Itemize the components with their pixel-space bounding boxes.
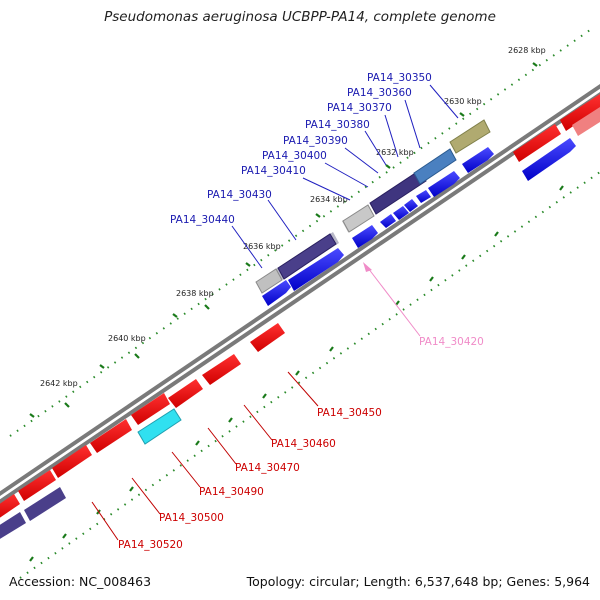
genome-summary-text: Topology: circular; Length: 6,537,648 bp… <box>246 574 590 589</box>
label-PA14_30500[interactable]: PA14_30500 <box>159 512 224 524</box>
highlight-marker <box>363 262 372 272</box>
gene-arrow-9[interactable] <box>462 147 494 173</box>
inner-scale-track <box>19 171 600 579</box>
label-PA14_30390[interactable]: PA14_30390 <box>283 135 348 147</box>
gene-red-upper-2[interactable] <box>560 94 600 131</box>
gene-red-edge[interactable] <box>0 494 20 521</box>
gene-PA14_30350-top[interactable] <box>449 119 491 154</box>
red-genes-upper-right <box>513 94 600 162</box>
gene-PA14_30520-b[interactable] <box>18 470 56 501</box>
gene-arrow-4[interactable] <box>380 214 396 228</box>
gene-red-upper-3[interactable] <box>572 107 600 136</box>
label-PA14_30360[interactable]: PA14_30360 <box>347 87 412 99</box>
tick-label-2628: 2628 kbp <box>508 46 546 55</box>
label-PA14_30380[interactable]: PA14_30380 <box>305 119 370 131</box>
gene-PA14_30440-top[interactable] <box>255 268 283 294</box>
gene-PA14_30460[interactable] <box>202 354 241 385</box>
gene-PA14_30490[interactable] <box>131 393 170 425</box>
label-PA14_30460[interactable]: PA14_30460 <box>271 438 336 450</box>
gene-PA14_30450[interactable] <box>250 323 285 352</box>
reverse-leader-lines <box>91 371 319 541</box>
label-PA14_30410[interactable]: PA14_30410 <box>241 165 306 177</box>
forward-strand-features <box>255 119 576 306</box>
genome-backbone-inner <box>0 91 600 505</box>
label-PA14_30440[interactable]: PA14_30440 <box>170 214 235 226</box>
gene-PA14_30500[interactable] <box>90 419 132 453</box>
label-PA14_30430[interactable]: PA14_30430 <box>207 189 272 201</box>
gene-arrow-8[interactable] <box>428 171 460 197</box>
tick-label-2642: 2642 kbp <box>40 379 78 388</box>
tick-label-2638: 2638 kbp <box>176 289 214 298</box>
gene-PA14_30370-top[interactable] <box>413 148 457 185</box>
gene-red-upper-1[interactable] <box>513 124 561 162</box>
label-PA14_30370[interactable]: PA14_30370 <box>327 102 392 114</box>
outer-scale-track <box>9 29 591 437</box>
highlight-leader-line <box>367 267 421 337</box>
label-PA14_30470[interactable]: PA14_30470 <box>235 462 300 474</box>
gene-arrow-6[interactable] <box>404 199 418 212</box>
genome-backbone-outer <box>0 83 600 497</box>
gene-purple-lower-2[interactable] <box>0 512 26 542</box>
tick-label-2640: 2640 kbp <box>108 334 146 343</box>
gene-arrow-2[interactable] <box>288 248 344 291</box>
label-PA14_30490[interactable]: PA14_30490 <box>199 486 264 498</box>
tick-label-2634: 2634 kbp <box>310 195 348 204</box>
label-PA14_30420[interactable]: PA14_30420 <box>419 336 484 348</box>
tick-label-2630: 2630 kbp <box>444 97 482 106</box>
reverse-strand-features <box>0 323 285 542</box>
gene-PA14_30470[interactable] <box>168 379 203 408</box>
outer-major-ticks <box>29 62 538 418</box>
gene-PA14_30520-a[interactable] <box>52 445 92 478</box>
label-PA14_30450[interactable]: PA14_30450 <box>317 407 382 419</box>
gene-PA14_30420-top[interactable] <box>342 204 375 233</box>
gene-arrow-7[interactable] <box>416 190 431 203</box>
gene-PA14_30430-top[interactable] <box>277 233 337 280</box>
accession-text: Accession: NC_008463 <box>9 574 152 589</box>
tick-label-2636: 2636 kbp <box>243 242 281 251</box>
gene-PA14_30410-top[interactable] <box>369 169 427 215</box>
inner-major-ticks <box>29 185 564 562</box>
label-PA14_30350[interactable]: PA14_30350 <box>367 72 432 84</box>
gene-arrow-10[interactable] <box>522 138 576 181</box>
gene-PA14_30490-cyan[interactable] <box>137 408 182 445</box>
tick-label-2632: 2632 kbp <box>376 148 414 157</box>
forward-leader-lines <box>231 84 459 269</box>
gene-purple-lower-1[interactable] <box>24 487 66 521</box>
gene-arrow-3[interactable] <box>352 225 378 248</box>
label-PA14_30520[interactable]: PA14_30520 <box>118 539 183 551</box>
gene-arrow-5[interactable] <box>393 206 409 220</box>
map-title: Pseudomonas aeruginosa UCBPP-PA14, compl… <box>104 9 496 25</box>
label-PA14_30400[interactable]: PA14_30400 <box>262 150 327 162</box>
gene-arrow-1[interactable] <box>262 280 291 306</box>
